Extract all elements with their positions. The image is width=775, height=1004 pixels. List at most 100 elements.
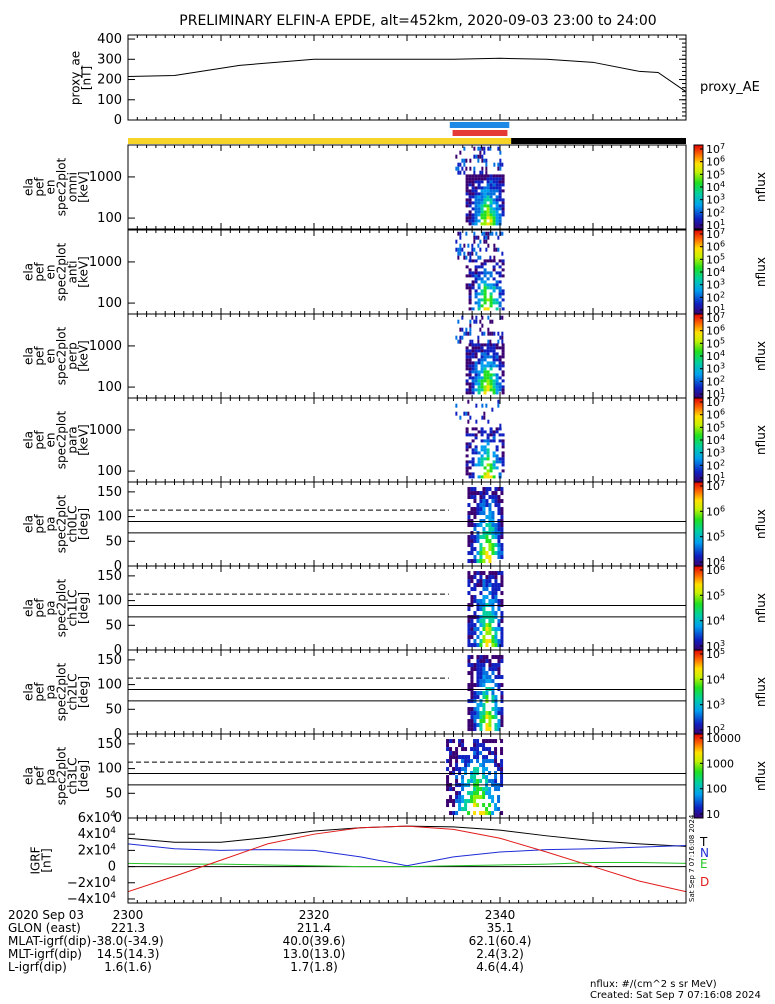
spectrogram-cell bbox=[477, 283, 481, 287]
spectrogram-cell bbox=[461, 787, 465, 792]
spectrogram-cell bbox=[461, 158, 464, 163]
spectrogram-cell bbox=[465, 469, 469, 473]
spectrogram-cell bbox=[469, 255, 472, 260]
spectrogram-cell bbox=[465, 192, 469, 196]
colorbar-tick-label: 105 bbox=[706, 647, 725, 661]
spectrogram-cell bbox=[470, 595, 474, 600]
spectrogram-cell bbox=[465, 346, 469, 350]
spectrogram-cell bbox=[471, 439, 475, 443]
pa-panel-3-frame bbox=[127, 733, 687, 819]
spectrogram-cell bbox=[473, 787, 477, 792]
spectrogram-cell bbox=[497, 607, 501, 612]
spectrogram-cell bbox=[476, 535, 480, 540]
spectrogram-cell bbox=[497, 671, 501, 676]
spectrogram-cell bbox=[473, 535, 477, 540]
spectrogram-cell bbox=[470, 543, 474, 548]
spectrogram-cell bbox=[495, 391, 499, 395]
spectrogram-cell bbox=[483, 158, 486, 163]
spectrogram-cell bbox=[494, 723, 498, 728]
spectrogram-cell bbox=[469, 339, 472, 344]
spectrogram-cell bbox=[494, 643, 498, 648]
spectrogram-cell bbox=[476, 723, 480, 728]
spectrogram-cell bbox=[491, 611, 495, 616]
spectrogram-cell bbox=[471, 274, 475, 278]
spectrogram-cell bbox=[480, 364, 484, 368]
spectrogram-cell bbox=[464, 799, 468, 804]
spectrogram-cell bbox=[485, 811, 489, 816]
spectrogram-cell bbox=[479, 503, 483, 508]
pa-panel-ylabel-line: pa bbox=[44, 769, 58, 784]
energy-panel-ylabel-line: pef bbox=[33, 346, 47, 366]
proxy-ae-ytick-label: 300 bbox=[97, 52, 122, 67]
spectrogram-cell bbox=[455, 751, 459, 756]
spectrogram-cell bbox=[483, 222, 487, 226]
energy-panel-ylabel-line: spec2plot bbox=[55, 157, 69, 216]
spectrogram-cell bbox=[483, 439, 487, 443]
spectrogram-cell bbox=[483, 174, 487, 178]
proxy-ae-ytick-label: 400 bbox=[97, 32, 122, 47]
spectrogram-cell bbox=[501, 349, 505, 353]
footer-value: 221.3 bbox=[111, 921, 145, 935]
spectrogram-cell bbox=[488, 559, 492, 564]
spectrogram-cell bbox=[479, 591, 483, 596]
spectrogram-cell bbox=[465, 367, 469, 371]
spectrogram-cell bbox=[482, 583, 486, 588]
spectrogram-cell bbox=[488, 539, 492, 544]
spectrogram-cell bbox=[483, 235, 486, 240]
spectrogram-cell bbox=[483, 355, 487, 359]
spectrogram-cell bbox=[486, 346, 490, 350]
spectrogram-cell bbox=[500, 511, 504, 516]
spectrogram-cell bbox=[489, 204, 493, 208]
spectrogram-cell bbox=[487, 235, 490, 240]
energy-panel-ylabel-line: pef bbox=[33, 262, 47, 282]
spectrogram-cell bbox=[473, 667, 477, 672]
spectrogram-cell bbox=[449, 739, 453, 744]
spectrogram-cell bbox=[470, 691, 474, 696]
spectrogram-cell bbox=[489, 298, 493, 302]
spectrogram-cell bbox=[482, 683, 486, 688]
spectrogram-cell bbox=[485, 787, 489, 792]
pa-panel-ylabel-line: ch1LC bbox=[66, 590, 80, 627]
spectrogram-cell bbox=[476, 619, 480, 624]
spectrogram-cell bbox=[486, 355, 490, 359]
spectrogram-cell bbox=[488, 803, 492, 808]
spectrogram-cell bbox=[486, 186, 490, 190]
spectrogram-cell bbox=[497, 511, 501, 516]
spectrogram-cell bbox=[474, 436, 478, 440]
spectrogram-cell bbox=[470, 623, 474, 628]
spectrogram-cell bbox=[497, 599, 501, 604]
spectrogram-cell bbox=[474, 174, 478, 178]
spectrogram-cell bbox=[489, 355, 493, 359]
spectrogram-cell bbox=[485, 747, 489, 752]
spectrogram-cell bbox=[488, 659, 492, 664]
spectrogram-cell bbox=[483, 204, 487, 208]
spectrogram-cell bbox=[468, 433, 472, 437]
spectrogram-cell bbox=[500, 631, 504, 636]
spectrogram-cell bbox=[483, 475, 487, 479]
spectrogram-cell bbox=[488, 503, 492, 508]
spectrogram-cell bbox=[461, 247, 464, 252]
spectrogram-cell bbox=[477, 379, 481, 383]
spectrogram-cell bbox=[474, 301, 478, 305]
spectrogram-cell bbox=[476, 767, 480, 772]
colorbar-tick-exp: 3 bbox=[720, 278, 725, 287]
spectrogram-cell bbox=[479, 671, 483, 676]
footer-row-label: L-igrf(dip) bbox=[8, 960, 67, 974]
spectrogram-cell bbox=[449, 811, 453, 816]
spectrogram-cell bbox=[485, 759, 489, 764]
spectrogram-cell bbox=[465, 219, 469, 223]
spectrogram-cell bbox=[483, 349, 487, 353]
spectrogram-cell bbox=[480, 385, 484, 389]
spectrogram-cell bbox=[489, 331, 492, 336]
spectrogram-cell bbox=[485, 162, 488, 167]
spectrogram-cell bbox=[497, 655, 501, 660]
spectrogram-cell bbox=[473, 487, 477, 492]
spectrogram-cell bbox=[485, 523, 489, 528]
spectrogram-cell bbox=[467, 503, 471, 508]
pa-panel-ylabel-line: pa bbox=[44, 601, 58, 616]
spectrogram-cell bbox=[501, 315, 504, 320]
colorbar-tick-exp: 3 bbox=[720, 639, 725, 648]
spectrogram-cell bbox=[486, 448, 490, 452]
